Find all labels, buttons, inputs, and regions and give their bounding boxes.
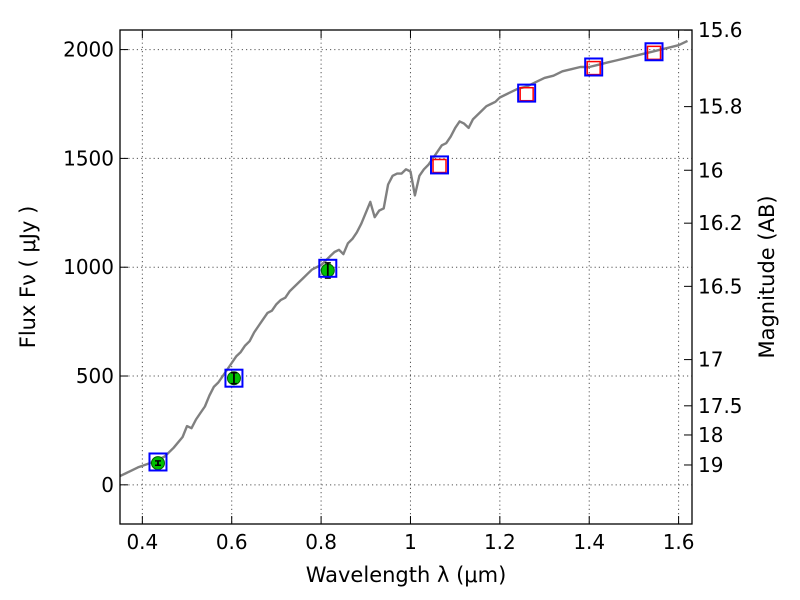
y-tick-label: 0	[101, 473, 114, 497]
points-layer	[148, 42, 664, 472]
mag-tick-label: 17.5	[698, 394, 743, 418]
plot-background	[120, 30, 692, 524]
x-tick-label: 1.4	[573, 530, 605, 554]
x-tick-label: 0.6	[216, 530, 248, 554]
mag-tick-label: 15.8	[698, 95, 743, 119]
plot-frame	[119, 29, 693, 525]
ticks-layer: 0.4 0.6 0.8 1 1.2 1.4 1.6 0 500 1000 1500 2000 15.6 1…	[63, 18, 742, 554]
mag-tick-label: 17	[698, 348, 723, 372]
x-tick-label: 0.8	[305, 530, 337, 554]
x-tick-label: 1.2	[484, 530, 516, 554]
y-axis-label: Flux Fν ( μJy )	[16, 206, 40, 349]
y-tick-label: 1500	[63, 146, 114, 170]
grid-layer	[120, 30, 692, 524]
model-point	[644, 42, 664, 62]
mag-tick-label: 18	[698, 423, 723, 447]
y-axis-label-right: Magnitude (AB)	[755, 195, 779, 358]
x-tick-label: 0.4	[126, 530, 158, 554]
y-tick-label: 2000	[63, 38, 114, 62]
mag-tick-label: 16	[698, 158, 723, 182]
model-point	[517, 83, 537, 103]
model-point	[430, 155, 450, 175]
model-point	[318, 258, 338, 278]
mag-tick-label: 16.2	[698, 211, 743, 235]
mag-tick-label: 19	[698, 453, 723, 477]
model-point	[148, 452, 168, 472]
x-axis-label: Wavelength λ (μm)	[306, 563, 507, 587]
y-tick-label: 500	[76, 364, 114, 388]
x-tick-label: 1.6	[663, 530, 695, 554]
model-point	[224, 368, 244, 388]
mag-tick-label: 15.6	[698, 18, 743, 42]
x-tick-label: 1	[404, 530, 417, 554]
model-point	[584, 57, 604, 77]
mag-tick-label: 16.5	[698, 274, 743, 298]
y-tick-label: 1000	[63, 255, 114, 279]
